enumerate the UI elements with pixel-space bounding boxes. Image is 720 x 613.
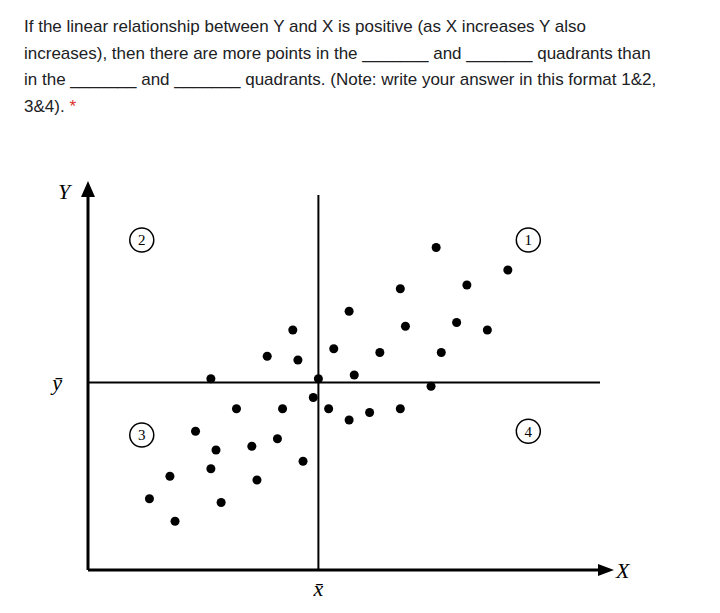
svg-text:x̄: x̄	[313, 576, 324, 601]
svg-text:2: 2	[138, 232, 146, 248]
svg-text:1: 1	[525, 232, 533, 248]
svg-text:3: 3	[138, 427, 146, 443]
svg-text:4: 4	[525, 424, 533, 440]
svg-text:Y: Y	[58, 180, 73, 204]
svg-text:ȳ: ȳ	[50, 370, 63, 395]
html-text:If the linear relationship bet: If the linear relationship between Y and…	[24, 17, 657, 116]
svg-text:X: X	[615, 558, 631, 583]
